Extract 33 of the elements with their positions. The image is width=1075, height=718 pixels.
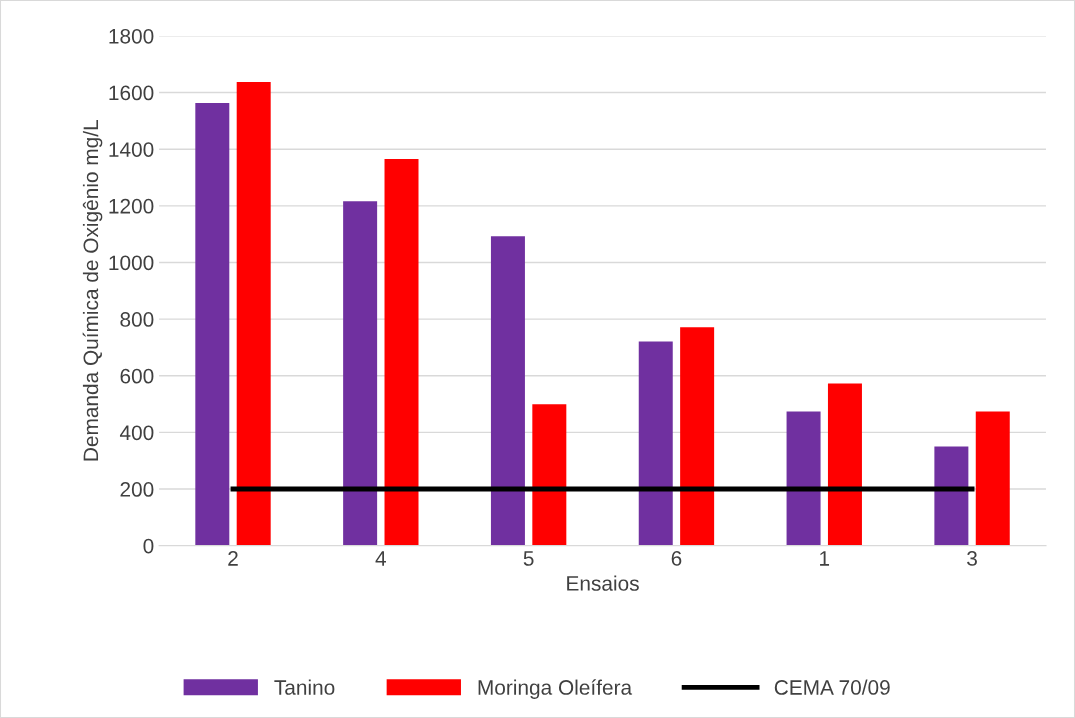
bar: [343, 201, 378, 546]
y-tick-label: 1600: [109, 85, 154, 101]
bar: [827, 383, 862, 546]
bar: [638, 341, 673, 546]
bar: [236, 82, 271, 546]
y-tick-label: 1400: [109, 142, 154, 157]
x-tick-label: 4: [375, 551, 386, 566]
y-tick-label: 1200: [109, 198, 154, 214]
legend-label: Tanino: [274, 679, 335, 695]
y-tick-label: 1800: [109, 28, 154, 44]
bar: [195, 103, 230, 546]
y-tick-label: 400: [119, 425, 154, 441]
bar: [490, 236, 525, 546]
bar: [384, 159, 419, 546]
x-tick-label: 3: [967, 551, 977, 566]
y-tick-label: 0: [143, 538, 154, 554]
legend-label: Moringa Oleífera: [478, 679, 633, 699]
bar: [975, 411, 1010, 546]
x-axis-title: Ensaios: [567, 575, 639, 591]
x-tick-label: 1: [820, 551, 830, 566]
y-axis-title: Demanda Química de Oxigênio mg/L: [82, 120, 103, 461]
bar: [934, 446, 969, 546]
x-tick-label: 2: [228, 551, 238, 566]
bar: [786, 411, 821, 546]
x-tick-label: 6: [671, 551, 682, 566]
y-tick-label: 800: [120, 312, 154, 327]
bar: [532, 404, 567, 546]
y-tick-label: 1000: [109, 255, 154, 271]
x-tick-label: 5: [523, 551, 534, 566]
y-tick-label: 200: [120, 482, 154, 497]
y-tick-label: 600: [120, 368, 154, 384]
legend-label: CEMA 70/09: [774, 679, 890, 695]
bar: [680, 327, 715, 546]
